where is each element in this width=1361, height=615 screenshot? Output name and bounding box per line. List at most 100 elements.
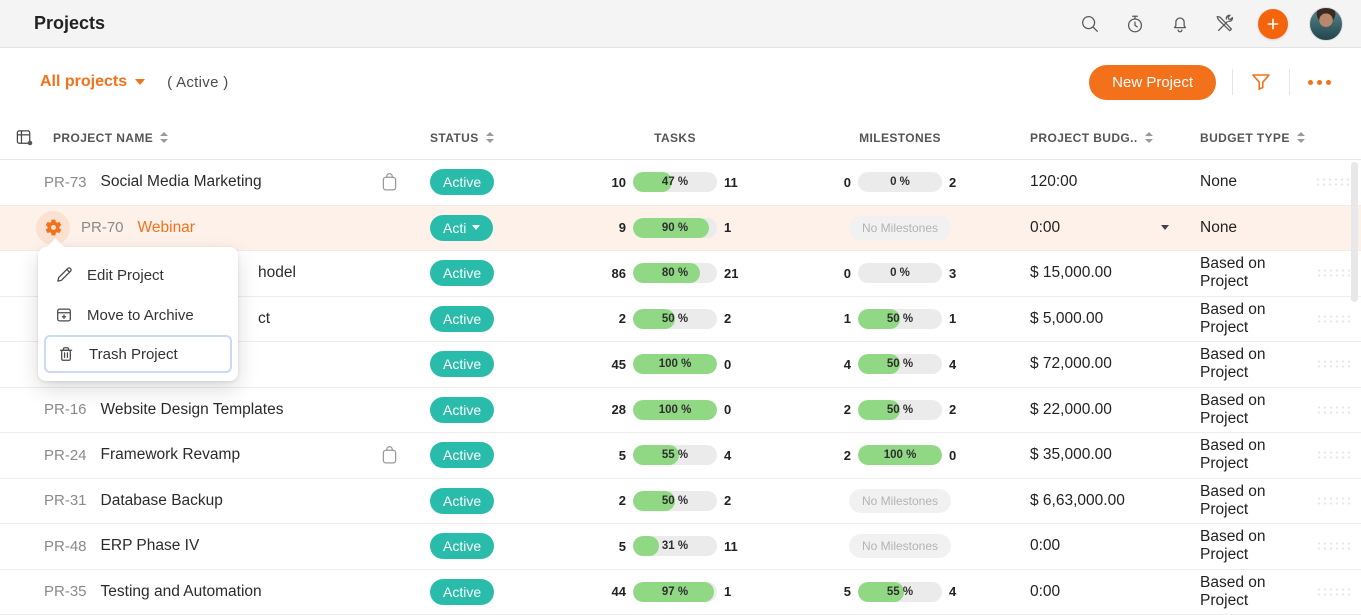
notifications-bell-icon[interactable]: [1168, 12, 1192, 36]
tasks-percent-label: 100 %: [658, 403, 692, 416]
drag-handle[interactable]: [1315, 495, 1353, 506]
status-badge[interactable]: Active: [430, 487, 495, 514]
menu-item-edit-project[interactable]: Edit Project: [38, 255, 238, 295]
sort-icon[interactable]: [1144, 132, 1153, 143]
drag-handle[interactable]: [1315, 404, 1353, 415]
add-plus-button[interactable]: [1258, 8, 1288, 39]
status-badge[interactable]: Active: [430, 260, 495, 287]
drag-handle[interactable]: [1315, 268, 1353, 279]
table-row[interactable]: PR-16 Website Design Templates Active 28…: [0, 387, 1361, 433]
budget-value: 0:00: [1030, 582, 1061, 600]
status-cell: Active: [420, 396, 560, 423]
milestones-percent-label: 100 %: [883, 449, 917, 462]
project-name-link[interactable]: ERP Phase IV: [100, 537, 200, 555]
column-header-tasks[interactable]: TASKS: [654, 130, 696, 145]
sort-icon[interactable]: [160, 132, 169, 143]
vertical-scrollbar[interactable]: [1351, 162, 1358, 302]
budget-dropdown-icon[interactable]: [1161, 225, 1169, 231]
column-header-budget-type[interactable]: BUDGET TYPE: [1200, 130, 1290, 145]
status-label: Active: [443, 265, 482, 282]
status-label: Active: [443, 583, 482, 600]
clipboard-icon: [381, 172, 398, 192]
status-badge[interactable]: Acti: [430, 214, 494, 241]
status-label: Active: [443, 310, 482, 327]
archive-icon: [57, 308, 71, 322]
tasks-closed-count: 0: [724, 356, 732, 372]
budget-value: $ 5,000.00: [1030, 309, 1104, 327]
tasks-cell: 2 50 % 2: [560, 308, 790, 329]
top-bar: Projects: [0, 0, 1361, 48]
project-name-link[interactable]: Website Design Templates: [100, 400, 284, 418]
more-options-ellipsis-icon[interactable]: [1306, 76, 1333, 89]
drag-handle[interactable]: [1315, 541, 1353, 552]
status-badge[interactable]: Active: [430, 533, 495, 560]
drag-handle[interactable]: [1315, 450, 1353, 461]
tools-icon[interactable]: [1213, 12, 1237, 36]
milestones-cell: 4 50 % 4: [790, 354, 1010, 375]
project-code: PR-48: [44, 537, 87, 555]
project-name-cell: PR-70 Webinar: [0, 210, 420, 245]
table-row[interactable]: PR-31 Database Backup Active 2 50 % 2: [0, 478, 1361, 524]
table-row[interactable]: PR-24 Framework Revamp Active 5 55 % 4 2: [0, 433, 1361, 479]
page-title: Projects: [34, 13, 106, 33]
project-name-cell: PR-16 Website Design Templates: [0, 401, 420, 419]
drag-handle[interactable]: [1315, 313, 1353, 324]
status-badge[interactable]: Active: [430, 351, 495, 378]
milestones-percent-label: 55 %: [886, 585, 914, 598]
filter-funnel-icon[interactable]: [1249, 70, 1273, 94]
status-badge[interactable]: Active: [430, 169, 495, 196]
project-name-link[interactable]: hodel: [258, 264, 296, 282]
projects-filter-dropdown[interactable]: All projects: [40, 73, 146, 91]
budget-value: 0:00: [1030, 218, 1061, 236]
drag-handle[interactable]: [1315, 177, 1353, 188]
project-name-link[interactable]: Database Backup: [100, 491, 223, 509]
search-icon[interactable]: [1078, 12, 1102, 36]
projects-filter-label: All projects: [40, 73, 128, 90]
milestones-progressbar: 100 %: [858, 445, 942, 466]
budget-value: 120:00: [1030, 173, 1078, 191]
tasks-percent-label: 50 %: [661, 494, 689, 507]
status-badge[interactable]: Active: [430, 396, 495, 423]
project-name-link[interactable]: Social Media Marketing: [100, 173, 262, 191]
user-avatar[interactable]: [1309, 6, 1343, 41]
drag-handle[interactable]: [1315, 586, 1353, 597]
tasks-open-count: 5: [618, 447, 626, 463]
menu-item-trash-project[interactable]: Trash Project: [44, 335, 232, 373]
menu-item-move-to-archive[interactable]: Move to Archive: [38, 295, 238, 335]
milestones-open-count: 0: [843, 265, 851, 281]
column-header-project-budget[interactable]: PROJECT BUDG..: [1030, 130, 1138, 145]
table-settings-icon[interactable]: [15, 128, 34, 147]
table-row[interactable]: PR-73 Social Media Marketing Active 10 4…: [0, 160, 1361, 206]
status-badge[interactable]: Active: [430, 442, 495, 469]
milestones-cell: 1 50 % 1: [790, 308, 1010, 329]
drag-handle[interactable]: [1315, 359, 1353, 370]
new-project-button[interactable]: New Project: [1089, 64, 1216, 100]
table-row[interactable]: PR-35 Testing and Automation Active 44 9…: [0, 569, 1361, 615]
sort-icon[interactable]: [485, 132, 494, 143]
tasks-progressbar: 47 %: [633, 172, 717, 193]
sort-icon[interactable]: [1296, 132, 1305, 143]
project-name-cell: PR-48 ERP Phase IV: [0, 537, 420, 555]
project-name-link[interactable]: Webinar: [137, 218, 195, 236]
status-badge[interactable]: Active: [430, 305, 495, 332]
tasks-closed-count: 4: [724, 447, 732, 463]
milestones-percent-label: 50 %: [886, 312, 914, 325]
column-header-milestones[interactable]: MILESTONES: [859, 130, 941, 145]
milestones-progressbar: 50 %: [858, 308, 942, 329]
table-row[interactable]: PR-48 ERP Phase IV Active 5 31 % 11: [0, 524, 1361, 570]
column-header-project-name[interactable]: PROJECT NAME: [53, 130, 154, 145]
budget-cell: $ 6,63,000.00: [1010, 492, 1185, 510]
timer-icon[interactable]: [1123, 12, 1147, 36]
budget-type-value: Based on Project: [1200, 346, 1266, 382]
budget-cell: $ 15,000.00: [1010, 264, 1185, 282]
project-name-link[interactable]: ct: [258, 309, 271, 327]
budget-type-cell: Based on Project: [1185, 574, 1361, 610]
status-cell: Active: [420, 169, 560, 196]
table-row[interactable]: PR-70 Webinar Acti 9 90 % 1: [0, 205, 1361, 251]
status-badge[interactable]: Active: [430, 578, 495, 605]
project-name-link[interactable]: Testing and Automation: [100, 582, 262, 600]
project-name-link[interactable]: Framework Revamp: [100, 446, 241, 464]
tasks-open-count: 86: [611, 265, 626, 281]
table-row[interactable]: hodel Active 86 80 % 21 0 0 %: [0, 251, 1361, 297]
column-header-status[interactable]: STATUS: [430, 130, 479, 145]
